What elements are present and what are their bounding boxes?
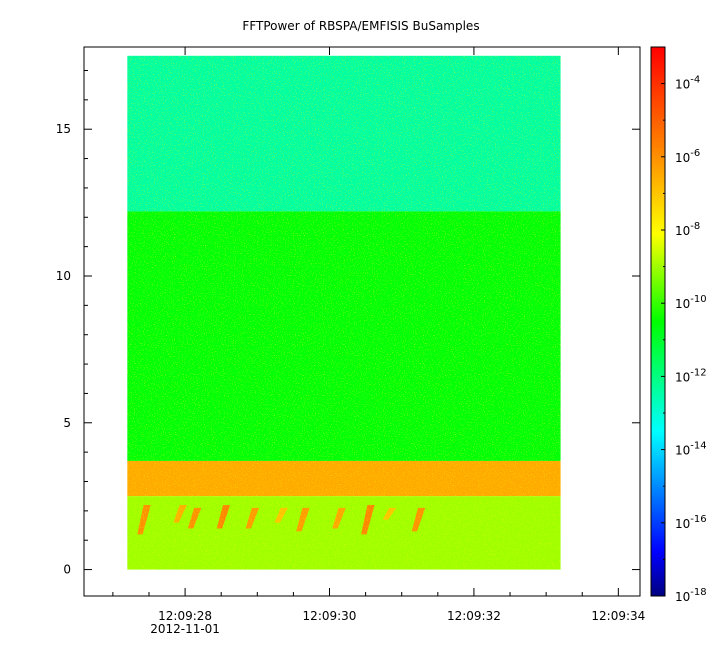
x-tick-label: 12:09:34 bbox=[591, 609, 645, 623]
x-tick-date-label: 2012-11-01 bbox=[150, 622, 220, 636]
colorbar-tick-label: 10-18 bbox=[675, 587, 707, 604]
colorbar-tick-label: 10-14 bbox=[675, 441, 707, 458]
y-tick-label: 10 bbox=[56, 269, 71, 283]
colorbar-tick-label: 10-8 bbox=[675, 221, 700, 238]
colorbar-axis: 10-4 10-6 10-8 10-10 10-12 10-14 10-16 10-18 bbox=[661, 46, 707, 604]
x-tick-label: 12:09:28 bbox=[158, 609, 212, 623]
colorbar-tick-label: 10-12 bbox=[675, 367, 707, 384]
x-tick-label: 12:09:32 bbox=[447, 609, 501, 623]
chart-title: FFTPower of RBSPA/EMFISIS BuSamples bbox=[242, 19, 479, 33]
noise-overlay bbox=[127, 55, 561, 570]
colorbar-tick-label: 10-10 bbox=[675, 294, 707, 311]
colorbar-tick-label: 10-4 bbox=[675, 75, 700, 92]
spectrogram-noise-texture bbox=[127, 55, 561, 570]
colorbar-tick-label: 10-6 bbox=[675, 148, 700, 165]
colorbar bbox=[650, 46, 666, 597]
y-tick-label: 5 bbox=[63, 416, 71, 430]
y-tick-label: 15 bbox=[56, 122, 71, 136]
y-tick-label: 0 bbox=[63, 563, 71, 577]
colorbar-tick-label: 10-16 bbox=[675, 514, 707, 531]
y-axis: 0 5 10 15 bbox=[56, 69, 640, 577]
x-tick-label: 12:09:30 bbox=[303, 609, 357, 623]
